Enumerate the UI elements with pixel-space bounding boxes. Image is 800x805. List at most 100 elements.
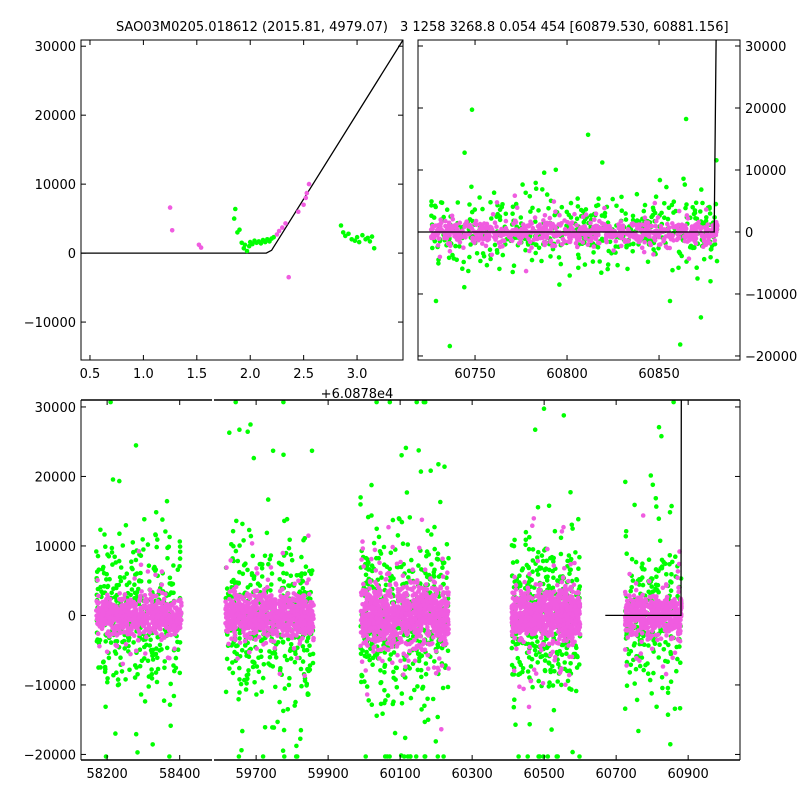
data-point-magenta xyxy=(773,615,778,620)
data-point-magenta xyxy=(683,614,688,619)
data-point-magenta xyxy=(764,641,769,646)
data-point-magenta xyxy=(686,620,691,625)
data-point-green xyxy=(696,579,701,584)
data-point-magenta xyxy=(756,533,761,538)
data-point-magenta xyxy=(771,598,776,603)
data-point-green xyxy=(762,605,767,610)
data-point-green xyxy=(489,216,494,221)
data-point-green xyxy=(685,611,690,616)
data-point-green xyxy=(794,623,799,628)
data-point-magenta xyxy=(692,598,697,603)
data-point-green xyxy=(704,597,709,602)
data-point-green xyxy=(497,267,502,272)
data-point-magenta xyxy=(693,618,698,623)
data-point-green xyxy=(683,639,688,644)
data-point-magenta xyxy=(755,630,760,635)
data-point-green xyxy=(122,575,127,580)
data-point-green xyxy=(124,523,129,528)
data-point-green xyxy=(690,205,695,210)
data-point-magenta xyxy=(119,610,124,615)
data-point-green xyxy=(669,523,674,528)
data-point-magenta xyxy=(687,618,692,623)
data-point-magenta xyxy=(124,621,129,626)
data-point-magenta xyxy=(696,602,701,607)
data-point-green xyxy=(178,556,183,561)
data-point-magenta xyxy=(137,549,142,554)
data-point-magenta xyxy=(781,590,786,595)
data-point-magenta xyxy=(705,612,710,617)
data-point-green xyxy=(165,646,170,651)
data-point-green xyxy=(450,253,455,258)
data-point-magenta xyxy=(619,603,624,608)
data-point-green xyxy=(368,239,373,244)
data-point-green xyxy=(767,665,772,670)
data-point-magenta xyxy=(780,556,785,561)
data-point-magenta xyxy=(526,237,531,242)
data-point-green xyxy=(577,256,582,261)
top-left-xtick-label: 1.0 xyxy=(133,367,154,382)
data-point-magenta xyxy=(775,599,780,604)
data-point-green xyxy=(704,621,709,626)
data-point-green xyxy=(757,571,762,576)
data-point-green xyxy=(758,672,763,677)
data-point-green xyxy=(470,107,475,112)
data-point-magenta xyxy=(761,620,766,625)
data-point-green xyxy=(696,573,701,578)
data-point-magenta xyxy=(760,619,765,624)
data-point-magenta xyxy=(160,583,165,588)
data-point-magenta xyxy=(164,621,169,626)
data-point-green xyxy=(760,596,765,601)
data-point-magenta xyxy=(757,602,762,607)
data-point-green xyxy=(771,540,776,545)
data-point-green xyxy=(698,514,703,519)
data-point-magenta xyxy=(764,689,769,694)
data-point-magenta xyxy=(128,618,133,623)
data-point-magenta xyxy=(684,628,689,633)
data-point-green xyxy=(766,605,771,610)
data-point-magenta xyxy=(795,616,800,621)
data-point-green xyxy=(715,259,720,264)
data-point-green xyxy=(791,583,796,588)
data-point-magenta xyxy=(619,244,624,249)
data-point-magenta xyxy=(619,593,624,598)
data-point-green xyxy=(651,213,656,218)
data-point-magenta xyxy=(783,630,788,635)
data-point-green xyxy=(789,590,794,595)
data-point-magenta xyxy=(165,602,170,607)
data-point-magenta xyxy=(765,702,770,707)
data-point-magenta xyxy=(768,610,773,615)
data-point-green xyxy=(780,462,785,467)
data-point-magenta xyxy=(142,630,147,635)
data-point-green xyxy=(701,221,706,226)
data-point-green xyxy=(691,547,696,552)
data-point-green xyxy=(178,550,183,555)
data-point-green xyxy=(98,665,103,670)
data-point-magenta xyxy=(557,213,562,218)
data-point-magenta xyxy=(775,613,780,618)
data-point-green xyxy=(540,187,545,192)
data-point-magenta xyxy=(793,591,798,596)
data-point-magenta xyxy=(782,611,787,616)
data-point-green xyxy=(773,689,778,694)
data-point-magenta xyxy=(634,569,639,574)
data-point-green xyxy=(95,637,100,642)
data-point-magenta xyxy=(758,607,763,612)
data-point-green xyxy=(667,206,672,211)
data-point-magenta xyxy=(779,615,784,620)
data-point-magenta xyxy=(658,595,663,600)
data-point-magenta xyxy=(132,576,137,581)
data-point-green xyxy=(687,595,692,600)
data-point-green xyxy=(117,479,122,484)
data-point-magenta xyxy=(779,615,784,620)
data-point-magenta xyxy=(136,616,141,621)
data-point-magenta xyxy=(305,191,310,196)
data-point-magenta xyxy=(776,613,781,618)
data-point-magenta xyxy=(159,633,164,638)
data-point-magenta xyxy=(776,612,781,617)
data-point-magenta xyxy=(765,619,770,624)
data-point-green xyxy=(780,576,785,581)
data-point-green xyxy=(795,616,800,621)
data-point-green xyxy=(520,182,525,187)
data-point-magenta xyxy=(118,631,123,636)
data-point-magenta xyxy=(677,209,682,214)
